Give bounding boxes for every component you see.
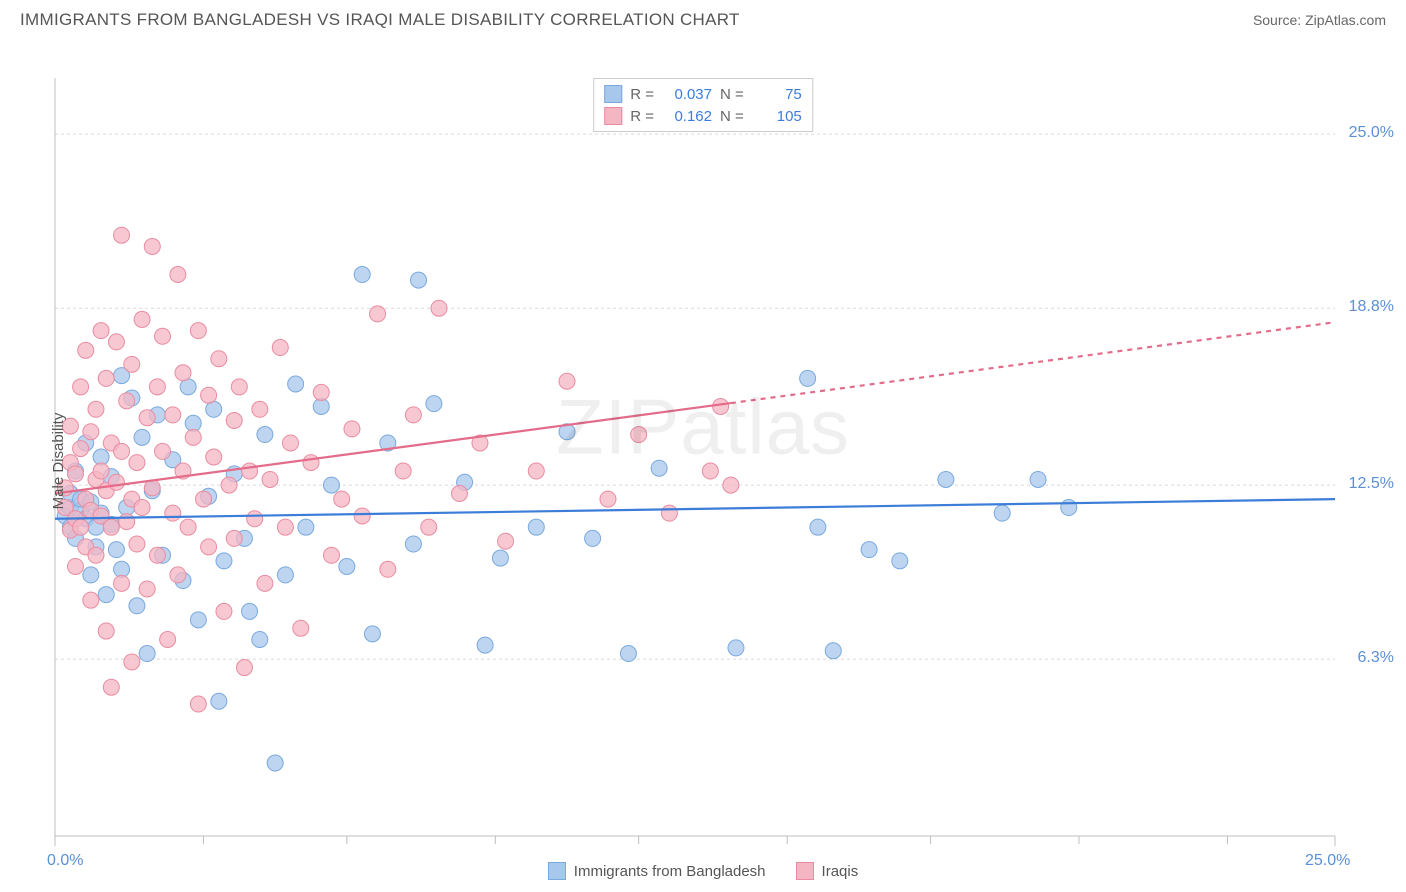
chart-svg	[0, 36, 1406, 876]
r-value: 0.162	[662, 108, 712, 125]
y-axis-label: Male Disability	[50, 413, 67, 510]
n-value: 75	[752, 86, 802, 103]
chart-area: Male Disability ZIPatlas R = 0.037 N = 7…	[0, 36, 1406, 886]
legend-swatch	[548, 862, 566, 880]
y-tick-label: 18.8%	[1349, 298, 1394, 316]
legend-item-iraqis: Iraqis	[796, 862, 859, 880]
chart-title: IMMIGRANTS FROM BANGLADESH VS IRAQI MALE…	[20, 10, 740, 30]
legend-row: R = 0.162 N = 105	[604, 105, 802, 127]
y-tick-label: 12.5%	[1349, 475, 1394, 493]
correlation-legend: R = 0.037 N = 75 R = 0.162 N = 105	[593, 78, 813, 132]
n-value: 105	[752, 108, 802, 125]
legend-swatch	[604, 85, 622, 103]
legend-swatch	[796, 862, 814, 880]
n-label: N =	[720, 86, 744, 103]
r-label: R =	[630, 108, 654, 125]
n-label: N =	[720, 108, 744, 125]
r-value: 0.037	[662, 86, 712, 103]
legend-swatch	[604, 107, 622, 125]
legend-label: Iraqis	[822, 863, 859, 880]
y-tick-label: 25.0%	[1349, 124, 1394, 142]
legend-row: R = 0.037 N = 75	[604, 83, 802, 105]
series-legend: Immigrants from Bangladesh Iraqis	[0, 862, 1406, 880]
r-label: R =	[630, 86, 654, 103]
legend-item-bangladesh: Immigrants from Bangladesh	[548, 862, 766, 880]
legend-label: Immigrants from Bangladesh	[574, 863, 766, 880]
y-tick-label: 6.3%	[1358, 649, 1394, 667]
chart-header: IMMIGRANTS FROM BANGLADESH VS IRAQI MALE…	[0, 0, 1406, 36]
chart-source: Source: ZipAtlas.com	[1253, 12, 1386, 28]
